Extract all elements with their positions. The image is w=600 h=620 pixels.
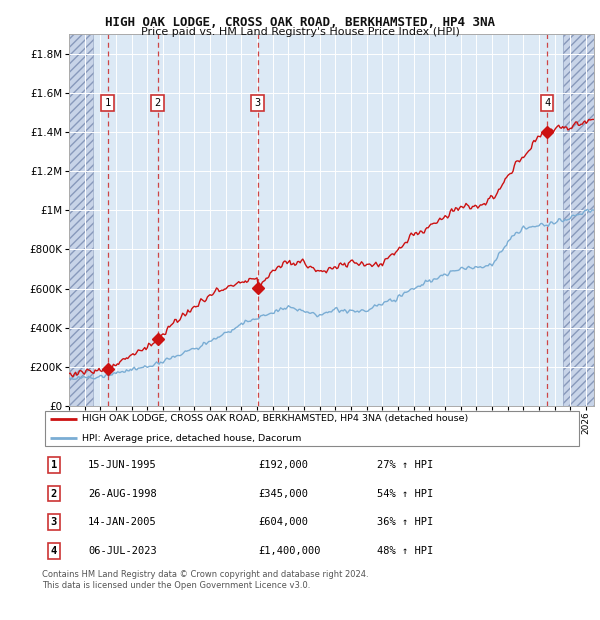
Text: 1: 1 (51, 460, 57, 470)
Text: 15-JUN-1995: 15-JUN-1995 (88, 460, 157, 470)
Text: 2: 2 (154, 97, 161, 108)
Bar (563, 34, 594, 406)
Text: 3: 3 (254, 97, 261, 108)
Text: 26-AUG-1998: 26-AUG-1998 (88, 489, 157, 498)
Text: 06-JUL-2023: 06-JUL-2023 (88, 546, 157, 556)
Text: Contains HM Land Registry data © Crown copyright and database right 2024.
This d: Contains HM Land Registry data © Crown c… (42, 570, 368, 590)
Text: HIGH OAK LODGE, CROSS OAK ROAD, BERKHAMSTED, HP4 3NA (detached house): HIGH OAK LODGE, CROSS OAK ROAD, BERKHAMS… (83, 414, 469, 423)
Bar (69, 34, 92, 406)
Text: £604,000: £604,000 (258, 517, 308, 527)
Text: HIGH OAK LODGE, CROSS OAK ROAD, BERKHAMSTED, HP4 3NA: HIGH OAK LODGE, CROSS OAK ROAD, BERKHAMS… (105, 16, 495, 29)
FancyBboxPatch shape (45, 411, 580, 446)
Text: 54% ↑ HPI: 54% ↑ HPI (377, 489, 433, 498)
Text: £345,000: £345,000 (258, 489, 308, 498)
Bar (69, 34, 92, 406)
Text: 27% ↑ HPI: 27% ↑ HPI (377, 460, 433, 470)
Text: 4: 4 (51, 546, 57, 556)
Text: 4: 4 (544, 97, 550, 108)
Text: 3: 3 (51, 517, 57, 527)
Text: 36% ↑ HPI: 36% ↑ HPI (377, 517, 433, 527)
Text: 2: 2 (51, 489, 57, 498)
Text: 1: 1 (104, 97, 110, 108)
Text: 14-JAN-2005: 14-JAN-2005 (88, 517, 157, 527)
Text: 48% ↑ HPI: 48% ↑ HPI (377, 546, 433, 556)
Text: £192,000: £192,000 (258, 460, 308, 470)
Bar (563, 34, 594, 406)
Text: Price paid vs. HM Land Registry's House Price Index (HPI): Price paid vs. HM Land Registry's House … (140, 27, 460, 37)
Text: £1,400,000: £1,400,000 (258, 546, 320, 556)
Text: HPI: Average price, detached house, Dacorum: HPI: Average price, detached house, Daco… (83, 433, 302, 443)
